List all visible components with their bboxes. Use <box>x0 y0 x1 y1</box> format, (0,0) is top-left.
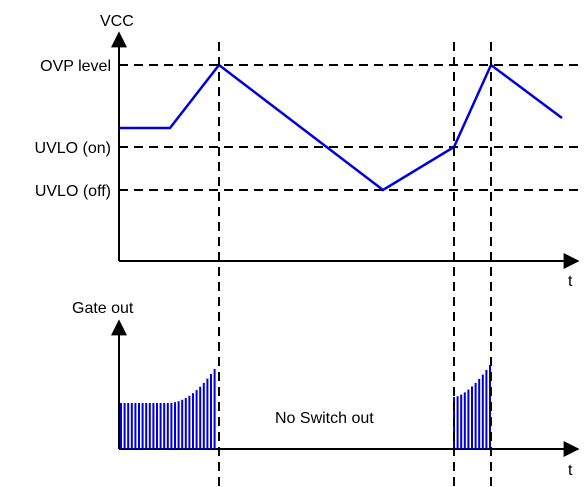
gate-pulse <box>192 393 194 449</box>
gate-pulse <box>148 403 151 449</box>
gate-pulse <box>159 403 162 449</box>
gate-pulse <box>463 392 466 449</box>
vcc-time-label: t <box>568 273 573 290</box>
gate-pulse <box>170 402 173 449</box>
gate-pulse <box>184 397 187 449</box>
gate-pulse <box>134 403 137 449</box>
gate-pulse <box>163 403 166 449</box>
uvlo-on-label: UVLO (on) <box>35 140 111 157</box>
gate-pulse <box>123 403 126 449</box>
gate-time-label: t <box>568 462 573 479</box>
gate-pulse <box>195 390 198 449</box>
gate-out-plot: Gate out t No Switch out <box>72 300 580 479</box>
gate-pulse <box>130 403 133 449</box>
gate-pulse <box>206 378 209 449</box>
gate-pulse <box>456 396 459 449</box>
gate-pulse <box>474 382 477 449</box>
gate-pulse <box>120 403 122 449</box>
gate-pulse <box>467 389 470 449</box>
gate-pulses-burst-1 <box>120 369 216 449</box>
gate-pulse <box>174 402 176 449</box>
gate-pulse <box>145 403 148 449</box>
gate-pulse <box>141 403 144 449</box>
gate-pulse <box>478 378 481 449</box>
gate-pulse <box>471 386 473 449</box>
gate-pulse <box>188 395 191 449</box>
gate-pulse <box>177 401 180 449</box>
gate-pulse <box>485 369 488 449</box>
vcc-waveform <box>119 63 563 192</box>
gate-pulse <box>210 374 212 449</box>
gate-pulse <box>199 386 202 449</box>
gate-pulse <box>152 403 155 449</box>
gate-pulse <box>181 399 184 449</box>
gate-pulse <box>138 403 140 449</box>
gate-axis-label: Gate out <box>72 300 134 317</box>
vcc-axis-label: VCC <box>100 13 134 30</box>
gate-pulse <box>202 382 205 449</box>
gate-pulses-burst-2 <box>453 365 491 449</box>
vcc-plot: VCC t OVP level UVLO (on) UVLO (off) <box>35 13 580 290</box>
gate-pulse <box>481 374 484 449</box>
ovp-level-label: OVP level <box>40 58 111 75</box>
gate-pulse <box>166 403 169 449</box>
gate-pulse <box>213 369 216 449</box>
gate-pulse <box>127 403 130 449</box>
gate-pulse <box>460 394 463 449</box>
no-switch-annotation: No Switch out <box>275 410 374 427</box>
gate-pulse <box>156 403 158 449</box>
uvlo-off-label: UVLO (off) <box>35 183 111 200</box>
